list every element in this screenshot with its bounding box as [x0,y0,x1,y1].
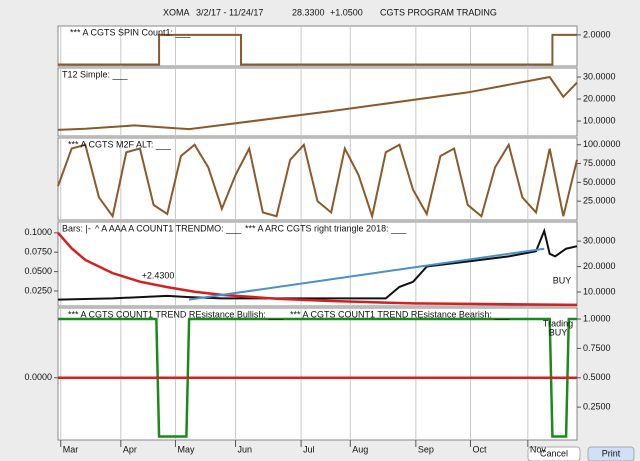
x-tick-label: Mar [63,444,79,454]
x-tick-label: Nov [530,444,547,454]
symbol: XOMA [163,7,190,17]
annotation: BUY [549,327,568,337]
y-tick-label: 20.0000 [583,261,616,271]
series-name: *** A CGTS M2F ALT: ___ [68,139,172,149]
x-tick-label: May [177,444,195,454]
y2-tick-label: 0.0500 [24,266,52,276]
series-name: *** A CGTS COUNT1 TREND REsistance Beari… [290,309,510,319]
y-tick-label: 75.0000 [583,158,616,168]
y2-tick-label: 0.0750 [24,247,52,257]
button-label[interactable]: Print [602,448,621,458]
series-name: Bars: |- [62,223,91,233]
x-tick-label: Oct [472,444,487,454]
x-tick-label: Apr [123,444,137,454]
series-name: *** A ARC CGTS right triangle 2018: ___ [245,223,407,233]
y-tick-label: 0.2500 [583,401,611,411]
button-label[interactable]: Cancel [540,448,568,458]
panel [57,307,578,441]
button-frame[interactable] [527,446,581,461]
x-tick-label: Sep [418,444,434,454]
series-name: T12 Simple: ___ [62,69,129,79]
panel [57,67,578,137]
y-tick-label: 10.0000 [583,115,616,125]
series-line [57,75,578,131]
y-tick-label: 50.0000 [583,177,616,187]
y2-tick-label: 0.0000 [24,372,52,382]
y-tick-label: 30.0000 [583,71,616,81]
y-tick-label: 20.0000 [583,93,616,103]
x-tick-label: Jul [303,444,315,454]
y-tick-label: 1.0000 [583,313,611,323]
cancel-button[interactable]: Cancel [527,446,581,461]
series-line [57,227,578,301]
annotation: Trading [543,318,573,328]
print-button[interactable]: Print [587,446,635,461]
y2-tick-label: 0.1000 [24,227,52,237]
annotation: BUY [553,275,572,285]
button-frame[interactable] [587,446,635,461]
panel [57,137,578,221]
x-tick-label: Jun [238,444,253,454]
annotation: +2.4300 [142,270,175,280]
series-line [188,247,545,301]
y-tick-label: 10.0000 [583,286,616,296]
series-name: *** A CGTS SPIN Count1: ___ [70,27,192,37]
y-tick-label: 30.0000 [583,235,616,245]
y-tick-label: 0.7500 [583,343,611,353]
panel [57,221,578,307]
change: +1.0500 [330,7,363,17]
series-name: *** A CGTS COUNT1 TREND REsistance Bulli… [68,309,284,319]
series-line [57,232,578,307]
y-tick-label: 2.0000 [583,29,611,39]
y2-tick-label: 0.0250 [24,285,52,295]
date-range: 3/2/17 - 11/24/17 [196,7,263,17]
y-tick-label: 0.5000 [583,372,611,382]
series-line [58,33,577,66]
y-tick-label: 25.0000 [583,196,616,206]
x-tick-label: Aug [352,444,368,454]
y-tick-label: 100.0000 [583,139,621,149]
series-name: ^ A AAA A COUNT1 TRENDMO: ___ [95,223,242,233]
study-name: CGTS PROGRAM TRADING [380,7,497,17]
price: 28.3300 [292,7,325,17]
panel [57,25,578,67]
series-line [57,142,578,221]
